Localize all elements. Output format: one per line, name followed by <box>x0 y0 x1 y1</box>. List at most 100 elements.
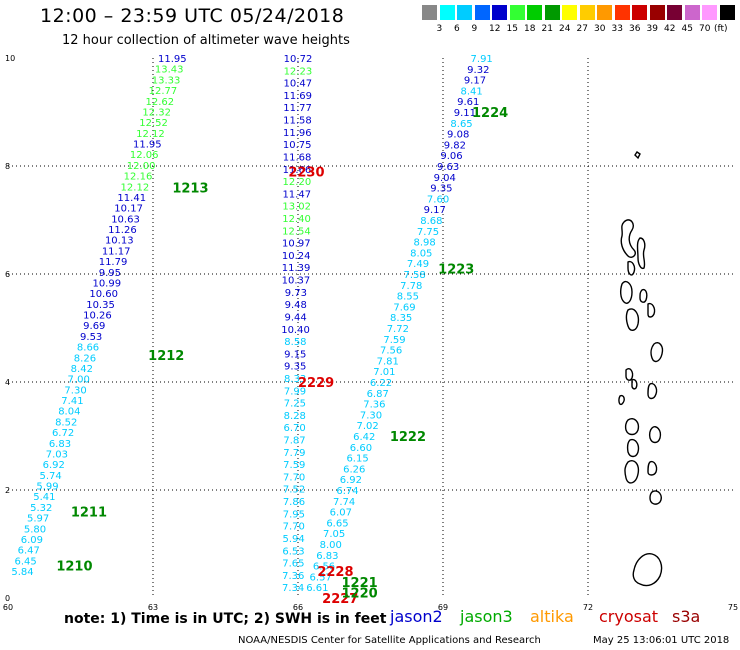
wave-height-value: 11.95 <box>133 140 162 151</box>
wave-height-value: 12.54 <box>282 226 311 237</box>
wave-height-value: 8.35 <box>390 313 412 324</box>
pass-label: 2228 <box>317 565 353 580</box>
wave-height-value: 10.26 <box>83 311 112 322</box>
wave-height-value: 6.83 <box>49 439 71 450</box>
colorbar-swatch <box>579 5 595 20</box>
pass-labels: 1210 1211 1212 1213 2230 2229 2228 222712201221… <box>56 106 508 607</box>
y-tick-label: 2 <box>5 486 10 495</box>
colorbar-swatch <box>562 5 577 20</box>
y-tick-label: 6 <box>5 270 10 279</box>
wave-height-value: 9.53 <box>80 332 102 343</box>
legend-note: note: 1) Time is in UTC; 2) SWH is in fe… <box>64 611 387 627</box>
wave-height-value: 8.58 <box>284 337 306 348</box>
wave-height-value: 6.57 <box>310 572 332 583</box>
wave-height-value: 12.23 <box>284 66 313 77</box>
wave-height-value: 12.00 <box>127 161 156 172</box>
pass-label: 2227 <box>322 592 358 607</box>
wave-height-value: 6.92 <box>340 475 362 486</box>
wave-height-value: 9.17 <box>424 205 446 216</box>
colorbar-label: 3 <box>436 24 443 34</box>
wave-height-value: 10.13 <box>105 236 134 247</box>
wave-height-value: 9.32 <box>467 65 489 76</box>
colorbar-label: 15 <box>506 24 518 34</box>
wave-height-value: 11.47 <box>282 189 311 200</box>
wave-height-value: 8.41 <box>460 86 482 97</box>
wave-height-value: 7.74 <box>333 497 355 508</box>
wave-height-value: 5.74 <box>39 471 61 482</box>
wave-height-value: 11.95 <box>158 54 187 65</box>
colorbar-label: 27 <box>576 24 588 34</box>
wave-height-value: 8.00 <box>320 540 342 551</box>
wave-height-value: 7.01 <box>373 367 395 378</box>
wave-height-value: 7.05 <box>323 529 345 540</box>
wave-height-value: 5.80 <box>24 524 46 535</box>
wave-height-value: 11.41 <box>117 193 146 204</box>
wave-height-value: 9.48 <box>285 300 307 311</box>
wave-height-value: 7.00 <box>68 375 90 386</box>
footer-credit: NOAA/NESDIS Center for Satellite Applica… <box>238 635 541 646</box>
wave-height-value: 9.11 <box>454 108 476 119</box>
wave-height-value: 6.61 <box>306 583 328 594</box>
colorbar-label: 24 <box>559 24 571 34</box>
wave-height-value: 9.08 <box>447 130 469 141</box>
wave-height-value: 7.34 <box>282 583 304 594</box>
x-tick-label: 75 <box>728 603 738 612</box>
wave-height-value: 13.43 <box>155 65 184 76</box>
pass-label: 1224 <box>472 106 508 121</box>
wave-height-value: 6.65 <box>326 518 348 529</box>
y-tick-label: 10 <box>5 54 15 63</box>
legend-jason3: jason3 <box>460 607 513 626</box>
colorbar-label: 33 <box>611 24 623 34</box>
colorbar-swatch <box>422 5 437 20</box>
wave-height-value: 7.36 <box>363 400 385 411</box>
colorbar-label: 18 <box>524 24 536 34</box>
colorbar-label: 36 <box>629 24 641 34</box>
page-title: 12:00 – 23:59 UTC 05/24/2018 <box>40 5 345 27</box>
wave-height-value: 7.72 <box>387 324 409 335</box>
wave-height-value: 5.41 <box>33 492 55 503</box>
legend-s3a: s3a <box>672 607 701 626</box>
wave-height-value: 6.83 <box>316 551 338 562</box>
wave-height-value: 11.96 <box>283 128 312 139</box>
x-tick-label: 66 <box>293 603 303 612</box>
colorbar-swatch <box>527 5 542 20</box>
wave-height-value: 6.26 <box>343 464 365 475</box>
wave-height-value: 10.35 <box>86 300 115 311</box>
wave-height-value: 11.68 <box>283 152 312 163</box>
pass-label: 1222 <box>390 430 426 445</box>
pass-label: 1223 <box>438 263 474 278</box>
colorbar-swatch <box>684 5 700 20</box>
wave-height-value: 10.97 <box>282 239 311 250</box>
wave-height-value: 7.03 <box>46 449 68 460</box>
wave-height-value: 10.75 <box>283 140 312 151</box>
wave-height-value: 12.06 <box>130 150 159 161</box>
wave-height-value: 6.47 <box>18 546 40 557</box>
wave-height-value: 6.56 <box>313 562 335 573</box>
wave-height-value: 11.39 <box>282 263 311 274</box>
wave-height-value: 12.16 <box>124 172 153 183</box>
wave-height-value: 8.52 <box>55 417 77 428</box>
track-1210-1213: 5.846.456.476.095.805.975.325.415.995.74… <box>11 54 186 578</box>
wave-height-value: 8.33 <box>284 374 306 385</box>
colorbar-swatch <box>544 5 560 20</box>
wave-height-value: 8.05 <box>410 248 432 259</box>
colorbar-swatch <box>667 5 682 20</box>
colorbar-label: 12 <box>489 24 501 34</box>
wave-height-value: 7.56 <box>380 346 402 357</box>
wave-height-value: 7.25 <box>284 399 306 410</box>
wave-height-value: 7.58 <box>403 270 425 281</box>
pass-label: 1210 <box>56 560 92 575</box>
wave-height-value: 9.17 <box>464 76 486 87</box>
wave-height-value: 10.17 <box>114 204 143 215</box>
wave-height-value: 6.87 <box>367 389 389 400</box>
wave-height-value: 9.73 <box>285 288 307 299</box>
island-outlines <box>618 151 664 587</box>
wave-height-value: 9.63 <box>437 162 459 173</box>
wave-height-value: 12.77 <box>149 86 178 97</box>
wave-height-value: 9.44 <box>285 312 307 323</box>
wave-height-value: 5.99 <box>36 482 58 493</box>
wave-height-value: 12.12 <box>136 129 165 140</box>
wave-height-value: 8.66 <box>77 343 99 354</box>
